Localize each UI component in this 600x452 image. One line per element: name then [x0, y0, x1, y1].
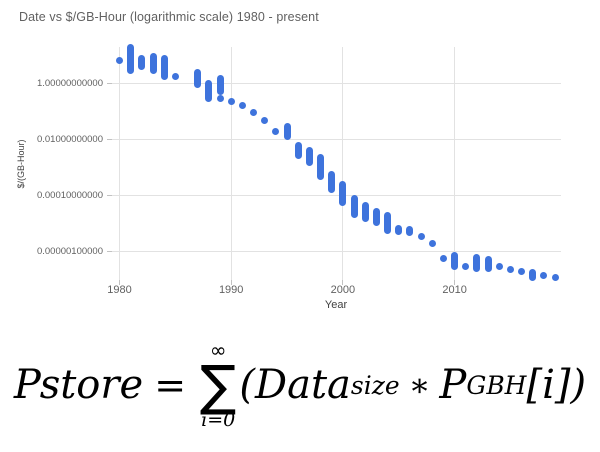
y-tick-label: 0.00000100000 [36, 245, 103, 257]
y-tick-mark [107, 138, 112, 140]
formula: Pstore = ∞ ∑ i=0 ( Data size ∗ P GBH [i]… [0, 318, 600, 452]
v-gridline [342, 47, 344, 280]
scatter-point [339, 181, 347, 207]
y-tick-label: 0.00010000000 [36, 189, 103, 201]
formula-sub-gbh: GBH [466, 370, 527, 400]
scatter-point [540, 271, 548, 279]
scatter-point [439, 254, 447, 262]
v-gridline [230, 47, 232, 280]
v-gridline [119, 47, 120, 280]
scatter-point [127, 44, 135, 75]
formula-index: [i] [526, 362, 571, 408]
y-tick-mark [107, 250, 112, 252]
multiply-operator: ∗ [408, 366, 431, 404]
scatter-point [216, 74, 224, 96]
formula-term-data: Data [255, 362, 351, 408]
x-tick-mark [230, 280, 232, 285]
sigma-symbol: ∑ [200, 353, 237, 417]
scatter-chart: Date vs $/GB-Hour (logarithmic scale) 19… [16, 10, 561, 311]
scatter-point [328, 171, 336, 194]
scatter-point [238, 102, 246, 110]
scatter-point [361, 201, 369, 222]
scatter-point [317, 154, 325, 181]
h-gridline [112, 138, 561, 140]
scatter-point [227, 98, 235, 106]
h-gridline [112, 194, 561, 196]
scatter-point [484, 256, 492, 272]
scatter-point [529, 268, 537, 281]
chart-title: Date vs $/GB-Hour (logarithmic scale) 19… [19, 10, 319, 24]
scatter-point [395, 224, 403, 236]
x-tick-label: 1990 [218, 284, 244, 296]
scatter-point [384, 211, 392, 234]
scatter-point [506, 266, 514, 274]
y-tick-mark [107, 82, 112, 84]
scatter-point [194, 69, 202, 89]
scatter-point [272, 127, 280, 135]
scatter-point [283, 123, 291, 141]
scatter-point [417, 232, 425, 240]
x-tick-label: 2000 [330, 284, 356, 296]
scatter-point [305, 146, 313, 166]
x-tick-mark [342, 280, 344, 285]
infinity-symbol: ∞ [209, 337, 227, 362]
summation: ∞ ∑ i=0 [200, 340, 236, 430]
y-tick-label: 1.00000000000 [36, 77, 103, 89]
scatter-point [216, 94, 224, 102]
x-axis-title: Year [324, 299, 348, 311]
scatter-point [171, 73, 179, 81]
scatter-point [250, 109, 258, 117]
formula-lhs: Pstore [13, 362, 144, 408]
y-axis-title: $/(GB-Hour) [16, 139, 26, 189]
y-tick-mark [107, 194, 112, 196]
h-gridline [112, 82, 561, 84]
scatter-point [451, 251, 459, 271]
x-tick-label: 2010 [442, 284, 467, 296]
formula-sub-size: size [350, 370, 400, 400]
y-tick-label: 0.01000000000 [36, 133, 103, 145]
x-tick-mark [454, 280, 456, 285]
scatter-point [350, 194, 358, 219]
scatter-point [205, 79, 213, 102]
scatter-point [518, 267, 526, 275]
scatter-point [149, 52, 157, 74]
x-tick-label: 1980 [107, 284, 132, 296]
scatter-point [294, 141, 302, 159]
close-paren: ) [570, 362, 587, 408]
scatter-point [116, 56, 123, 64]
formula-term-p: P [439, 362, 467, 408]
h-gridline [112, 250, 561, 252]
scatter-point [495, 263, 503, 271]
scatter-point [473, 253, 481, 272]
scatter-point [261, 117, 269, 125]
scatter-point [462, 262, 470, 270]
scatter-point [138, 55, 146, 70]
open-paren: ( [239, 362, 256, 408]
scatter-point [160, 54, 168, 81]
scatter-point [428, 239, 436, 247]
scatter-point [551, 273, 559, 281]
scatter-point [406, 225, 414, 237]
summation-lower-bound: i=0 [201, 409, 236, 432]
x-tick-mark [119, 280, 120, 285]
equals-sign: = [154, 363, 187, 407]
scatter-point [372, 207, 380, 227]
v-gridline [454, 47, 456, 280]
